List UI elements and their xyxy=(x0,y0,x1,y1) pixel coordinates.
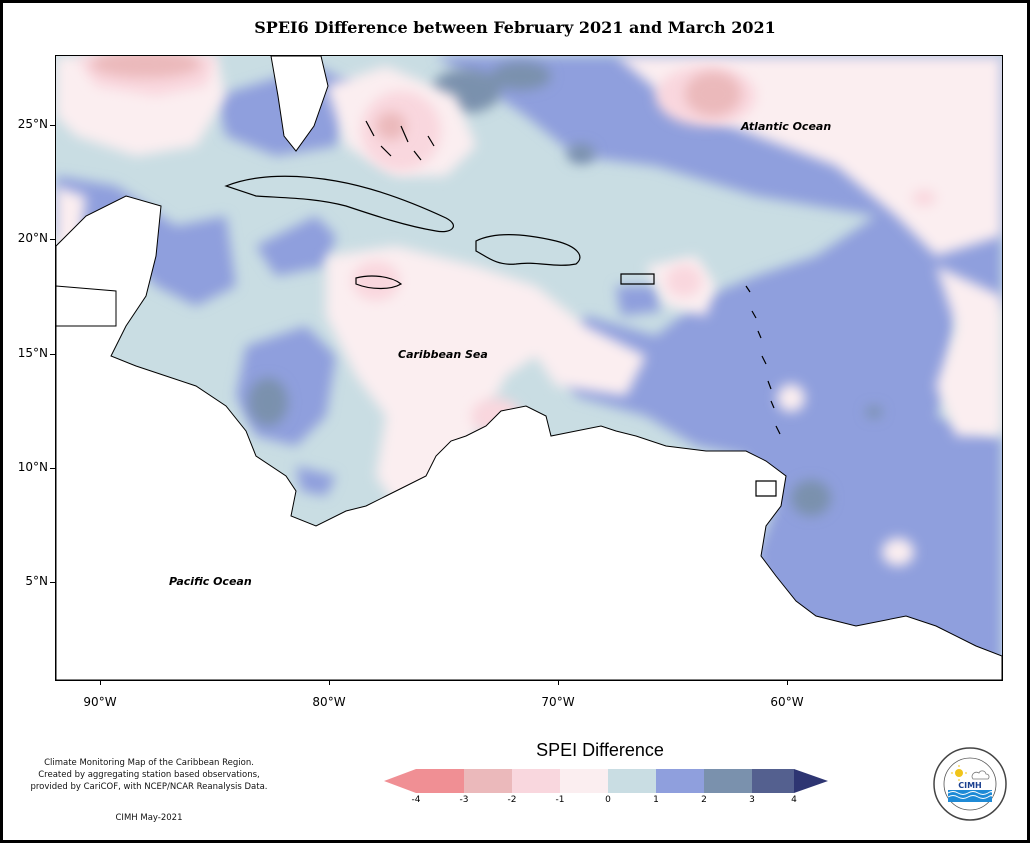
legend-swatch xyxy=(560,769,608,793)
legend-tick-label: -3 xyxy=(459,795,469,805)
atlantic-ocean-label: Atlantic Ocean xyxy=(741,120,832,133)
legend-swatch xyxy=(704,769,752,793)
legend-tick-label: -4 xyxy=(411,795,421,805)
lat-tick xyxy=(50,582,55,583)
negative-2-3-zones xyxy=(91,56,741,140)
lon-tick xyxy=(787,680,788,685)
lat-tick xyxy=(50,239,55,240)
legend-tick-label: 2 xyxy=(701,795,707,805)
lon-label-90w: 90°W xyxy=(83,695,117,709)
spei-field xyxy=(56,56,1002,680)
legend-tick-label: 4 xyxy=(791,795,797,805)
credit-date: CIMH May-2021 xyxy=(115,813,183,823)
legend-tick-label: -1 xyxy=(555,795,565,805)
credit-line: Climate Monitoring Map of the Caribbean … xyxy=(44,758,254,768)
lat-label-20n: 20°N xyxy=(17,231,48,245)
island-outlines xyxy=(224,120,781,497)
credit-line: provided by CariCOF, with NCEP/NCAR Rean… xyxy=(30,782,268,792)
logo-text: CIMH xyxy=(958,781,982,790)
legend-swatch xyxy=(512,769,560,793)
caribbean-sea-label: Caribbean Sea xyxy=(398,348,488,361)
legend-swatch xyxy=(608,769,656,793)
spei-map[interactable]: Atlantic Ocean Caribbean Sea Pacific Oce… xyxy=(55,55,1003,681)
map-title: SPEI6 Difference between February 2021 a… xyxy=(254,18,776,37)
land-masses xyxy=(56,56,1002,680)
lon-label-70w: 70°W xyxy=(541,695,575,709)
pacific-ocean-label: Pacific Ocean xyxy=(169,575,252,588)
legend-tick-label: 1 xyxy=(653,795,659,805)
legend-tick-label: -2 xyxy=(507,795,517,805)
legend-swatch xyxy=(464,769,512,793)
lon-tick xyxy=(558,680,559,685)
cimh-logo: CIMH xyxy=(933,747,1007,821)
lon-tick xyxy=(100,680,101,685)
legend-swatch xyxy=(384,769,416,793)
lon-label-80w: 80°W xyxy=(312,695,346,709)
credits-text: Climate Monitoring Map of the Caribbean … xyxy=(20,757,278,793)
legend-swatch xyxy=(752,769,794,793)
legend-colorbar xyxy=(384,769,828,793)
lat-label-25n: 25°N xyxy=(17,117,48,131)
legend-swatch xyxy=(656,769,704,793)
credit-line: Created by aggregating station based obs… xyxy=(38,770,260,780)
lat-tick xyxy=(50,468,55,469)
legend-tick-label: 3 xyxy=(749,795,755,805)
lat-label-5n: 5°N xyxy=(25,574,48,588)
sun-cloud-waves-icon xyxy=(947,765,993,802)
lat-label-15n: 15°N xyxy=(17,346,48,360)
lat-label-10n: 10°N xyxy=(17,460,48,474)
lat-tick xyxy=(50,354,55,355)
lon-label-60w: 60°W xyxy=(770,695,804,709)
legend-title: SPEI Difference xyxy=(536,740,664,760)
lon-tick xyxy=(329,680,330,685)
legend-tick-label: 0 xyxy=(605,795,611,805)
legend-swatch xyxy=(794,769,828,793)
lat-tick xyxy=(50,125,55,126)
legend-swatch xyxy=(416,769,464,793)
